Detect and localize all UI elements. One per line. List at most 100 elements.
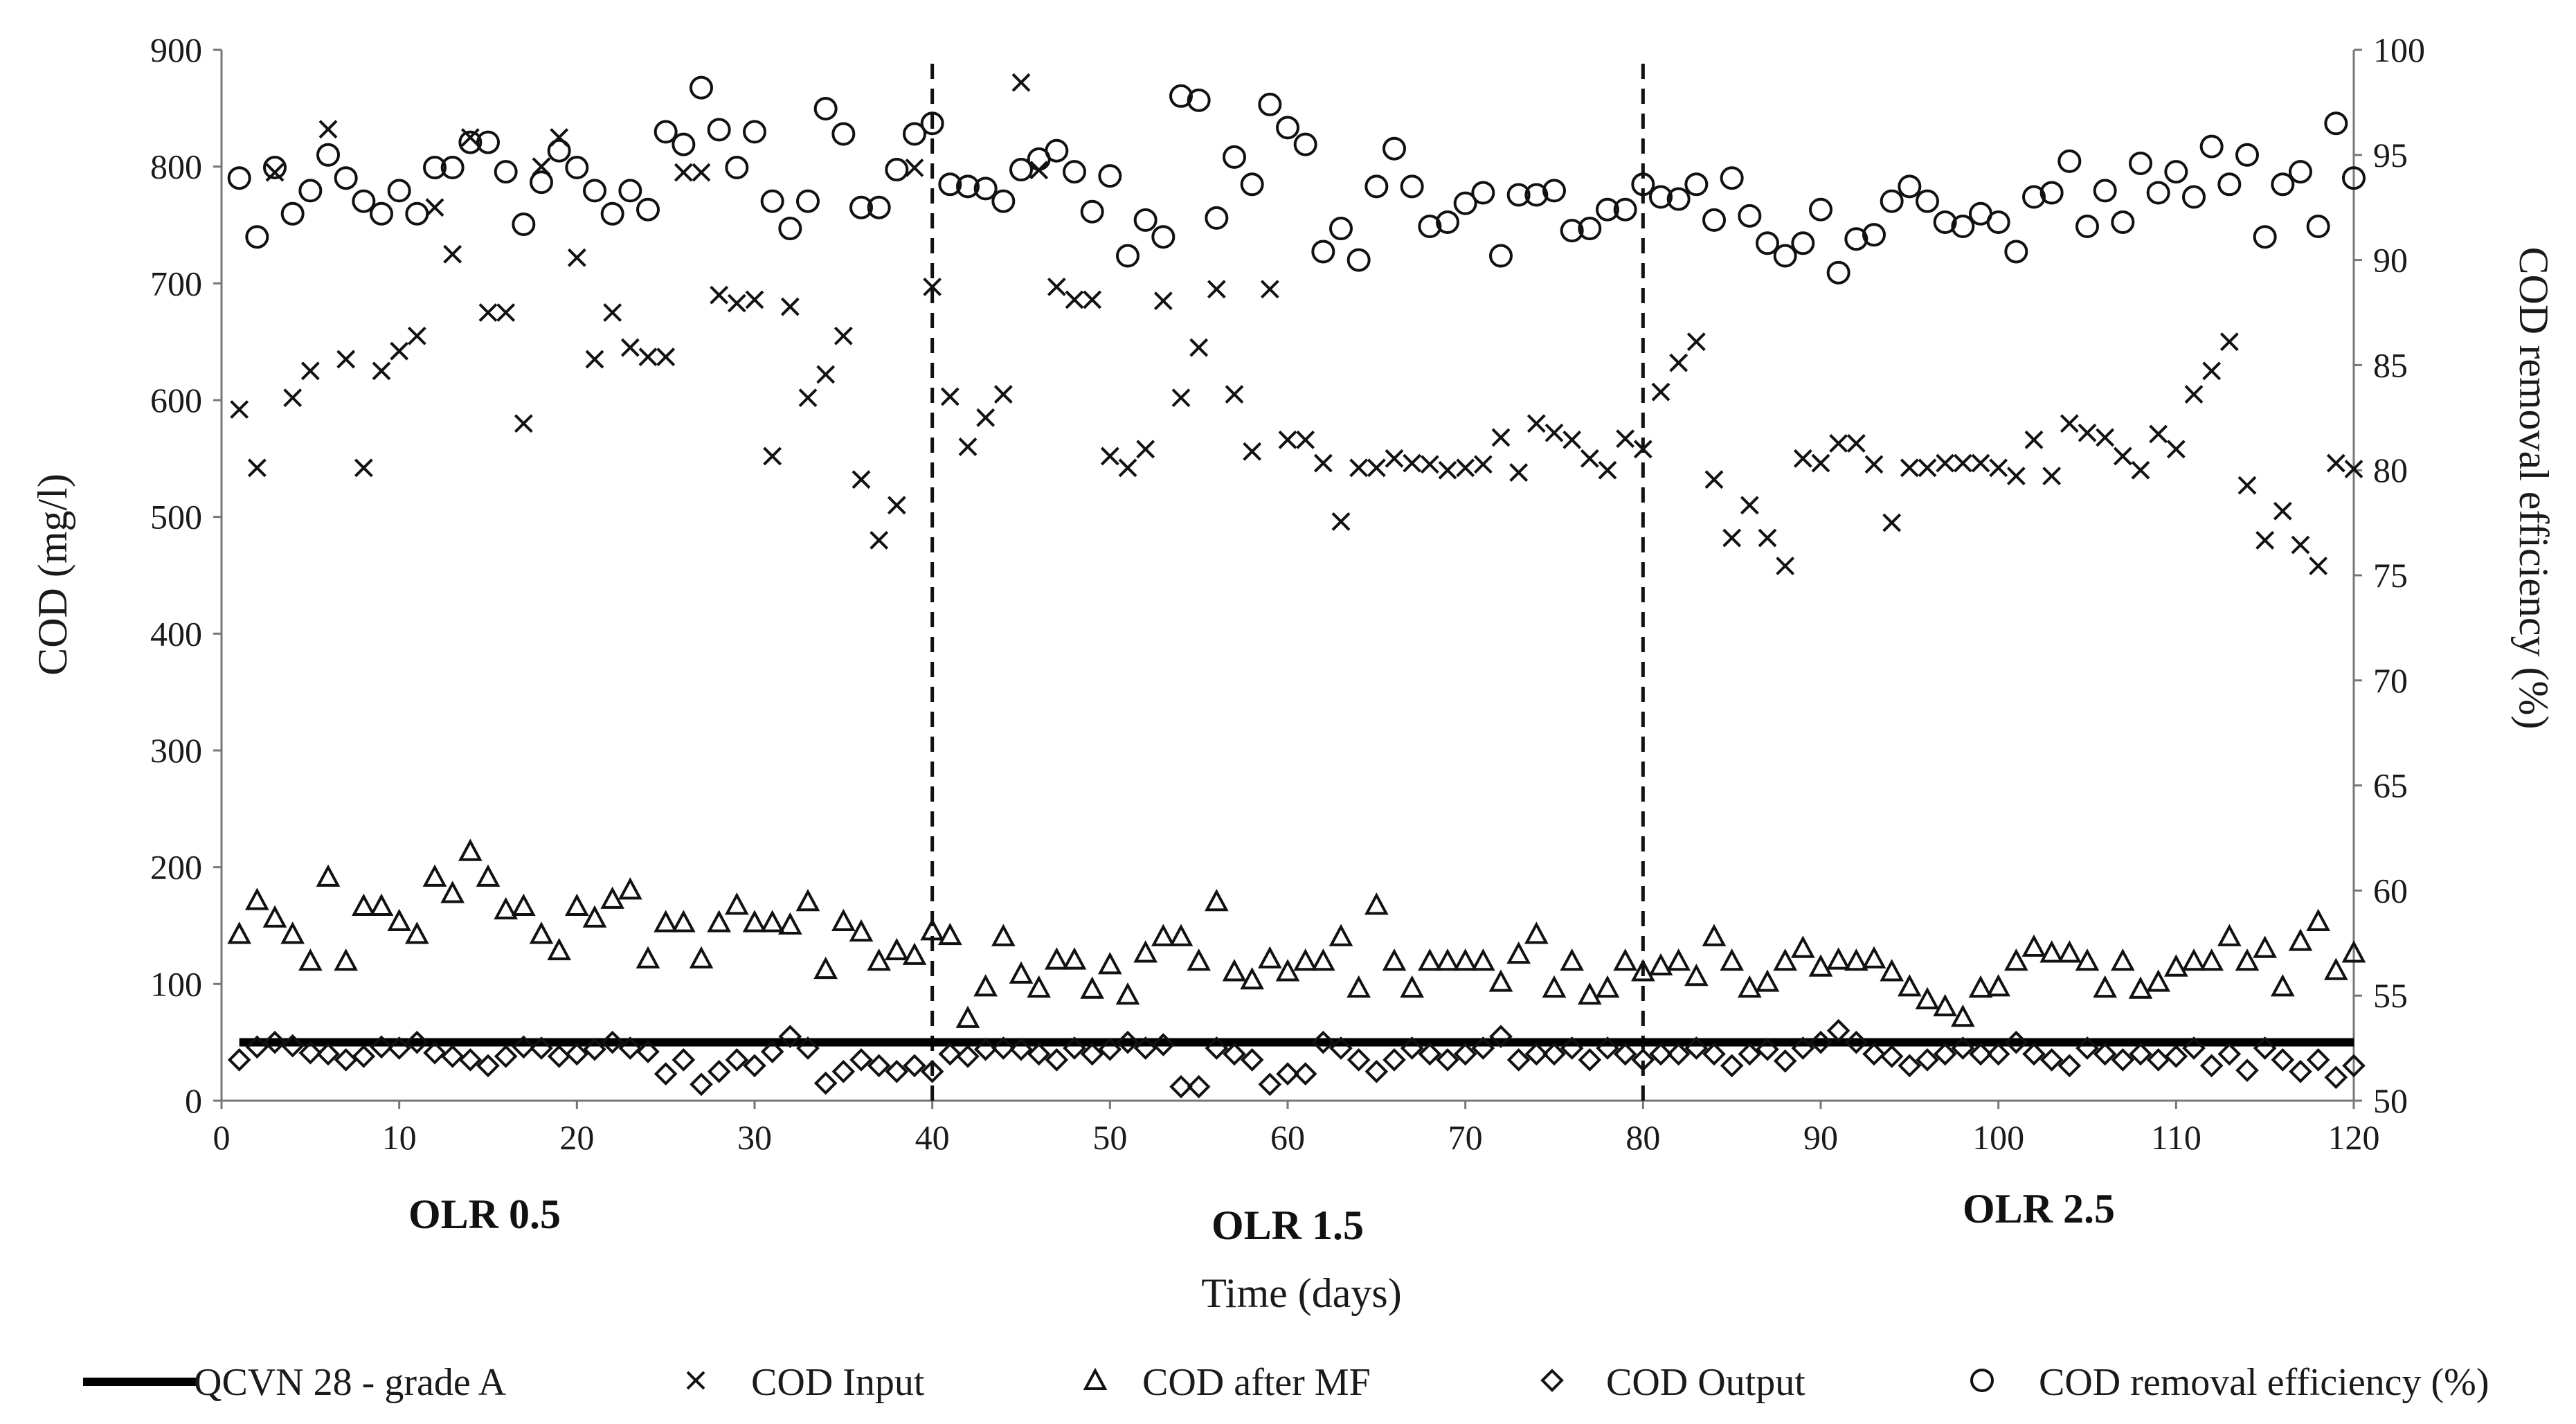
point-cod-removal [1809,197,1832,222]
point-cod-removal [2111,210,2135,234]
point-cod-input [2113,447,2132,466]
point-cod-output [1063,1036,1086,1060]
point-cod-removal [565,156,589,180]
point-cod-output [636,1040,660,1063]
point-cod-input [1349,458,1369,478]
point-cod-removal [1986,210,2010,234]
point-cod-input [1989,458,2008,478]
phase-label-olr-2-5: OLR 2.5 [1963,1186,2115,1232]
point-cod-after-mf [494,896,519,920]
point-cod-input [656,348,676,367]
point-cod-output [1880,1045,1904,1068]
point-cod-output [1453,1042,1477,1066]
point-cod-after-mf [1346,975,1371,998]
point-cod-input [2060,414,2079,433]
point-cod-removal [1791,231,1815,255]
x-tick-label: 90 [1803,1118,1838,1157]
point-cod-removal [1649,185,1673,209]
y2-tick-label: 100 [2373,30,2425,69]
point-cod-removal [778,217,802,241]
point-cod-removal [1240,172,1264,197]
point-cod-removal [885,158,909,182]
point-cod-output [547,1045,571,1068]
point-cod-after-mf [955,1005,980,1028]
point-cod-output [1009,1037,1033,1061]
point-cod-input [265,163,285,182]
point-cod-output [760,1040,784,1063]
point-cod-after-mf [2110,948,2135,971]
point-cod-after-mf [1737,975,1762,998]
point-cod-output [1596,1036,1619,1060]
point-cod-input [2219,332,2239,352]
point-cod-input [1153,291,1173,311]
legend-label-cod-input: COD Input [751,1361,925,1404]
point-cod-input [1313,453,1333,473]
point-cod-after-mf [1275,959,1300,982]
point-cod-output [1293,1062,1317,1086]
point-cod-after-mf [2323,957,2348,980]
point-cod-input [2006,467,2026,486]
point-cod-input [870,530,889,550]
point-cod-after-mf [1133,940,1158,963]
legend-item-cod-output: COD Output [1540,1361,1805,1404]
point-cod-removal [1471,181,1495,205]
point-cod-input [283,388,303,408]
point-cod-output [476,1054,500,1078]
point-cod-output [1151,1033,1176,1056]
point-cod-input [1278,430,1297,449]
point-cod-input [1260,280,1279,299]
point-cod-output [1756,1037,1779,1061]
point-cod-output [1080,1042,1104,1066]
point-cod-output [778,1025,802,1049]
point-cod-input [745,290,764,309]
point-cod-input [585,350,604,369]
point-cod-removal [2075,215,2099,239]
point-cod-input [816,365,836,384]
legend-marker-circle-icon [1970,1369,1994,1392]
point-cod-output [672,1048,696,1072]
point-cod-after-mf [1044,947,1069,970]
phase-label-olr-0-5: OLR 0.5 [408,1191,561,1237]
point-cod-after-mf [298,948,323,971]
point-cod-input [1225,385,1244,404]
point-cod-after-mf [2163,954,2188,977]
point-cod-after-mf [1222,959,1247,982]
point-cod-output [2093,1042,2117,1066]
point-cod-removal [1880,189,1904,213]
point-cod-removal [370,201,393,226]
point-cod-output [1898,1054,1922,1078]
point-cod-removal [440,156,465,180]
point-cod-input [2273,501,2292,521]
point-cod-output [885,1060,909,1083]
point-cod-removal [1364,174,1389,199]
point-cod-removal [1400,174,1424,199]
point-cod-after-mf [547,937,572,961]
point-cod-input [407,326,426,345]
point-cod-removal [2057,149,2082,173]
point-cod-after-mf [1773,948,1798,971]
point-cod-removal [796,189,820,213]
y-tick-label: 900 [150,30,202,69]
point-cod-output [849,1048,873,1072]
point-cod-removal [991,189,1016,213]
point-cod-output [654,1062,678,1086]
point-cod-after-mf [618,877,642,900]
legend-marker-diamond-icon [1540,1369,1564,1392]
point-cod-output [227,1048,251,1072]
point-cod-after-mf [1755,969,1780,992]
point-cod-after-mf [1560,948,1585,971]
point-cod-removal [725,156,749,180]
y-tick-label: 700 [150,264,202,303]
point-cod-output [1986,1042,2010,1066]
point-cod-output [1240,1048,1264,1072]
legend-item-qcvn: QCVN 28 - grade A [83,1361,507,1404]
x-tick-label: 60 [1270,1118,1305,1157]
point-cod-output [1791,1036,1815,1060]
y-tick-label: 200 [150,848,202,887]
point-cod-removal [1613,197,1637,222]
point-cod-output [1578,1048,1602,1072]
point-cod-input [1882,513,1902,532]
point-cod-output [618,1036,642,1060]
point-cod-after-mf [2199,948,2224,971]
point-cod-removal [494,160,518,184]
